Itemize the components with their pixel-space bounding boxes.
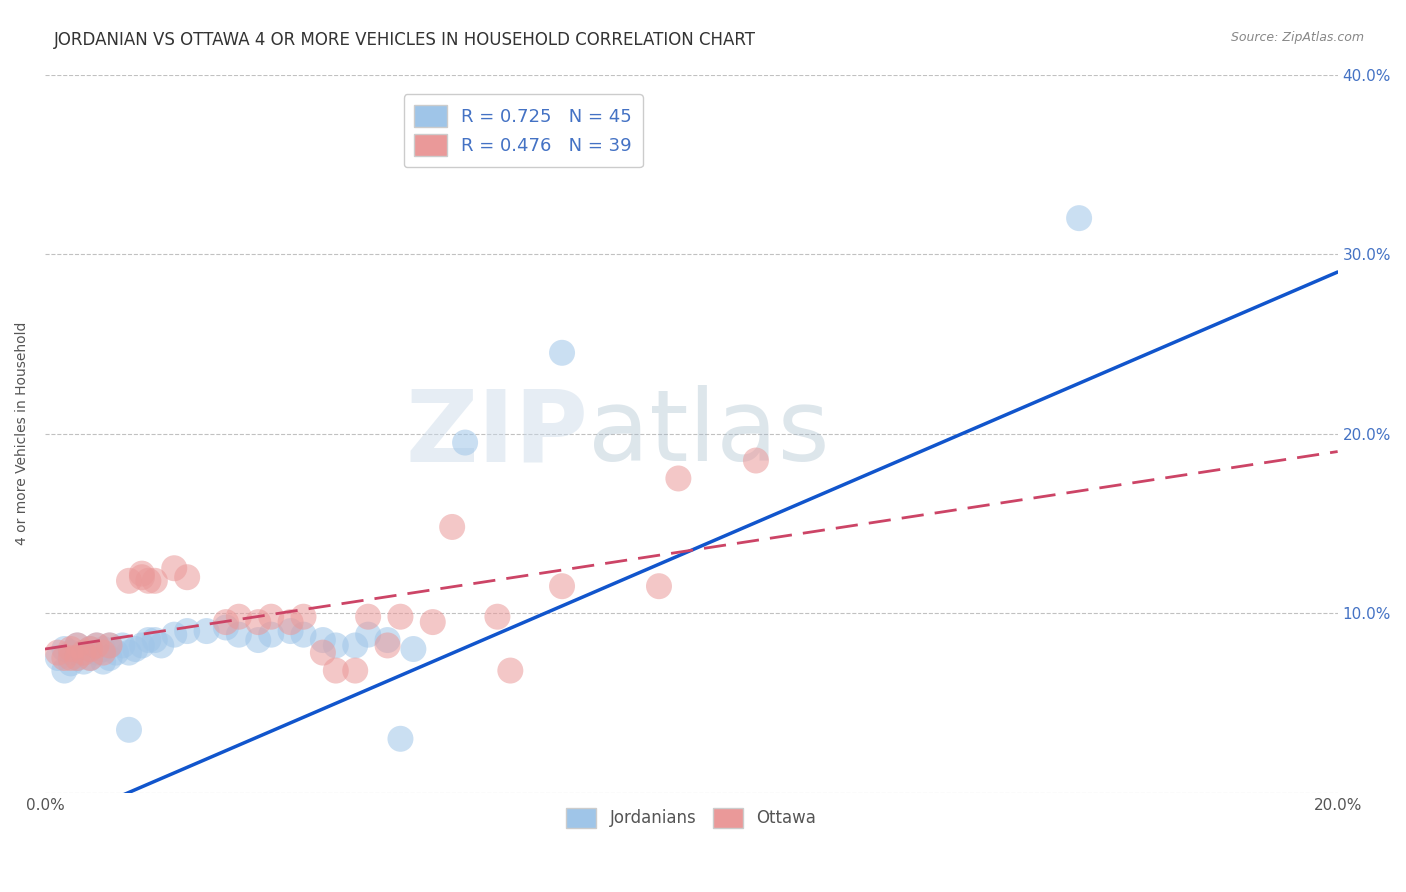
Text: atlas: atlas — [588, 385, 830, 482]
Point — [163, 628, 186, 642]
Text: Source: ZipAtlas.com: Source: ZipAtlas.com — [1230, 31, 1364, 45]
Point — [377, 639, 399, 653]
Point — [163, 561, 186, 575]
Point — [46, 646, 69, 660]
Point — [247, 615, 270, 629]
Point — [402, 642, 425, 657]
Point — [312, 633, 335, 648]
Point — [422, 615, 444, 629]
Point — [79, 651, 101, 665]
Point — [143, 633, 166, 648]
Point — [91, 642, 114, 657]
Point — [648, 579, 671, 593]
Point — [325, 664, 347, 678]
Point — [150, 639, 173, 653]
Point — [195, 624, 218, 638]
Point — [59, 646, 82, 660]
Point — [73, 646, 96, 660]
Point — [118, 574, 141, 588]
Point — [98, 639, 121, 653]
Point — [551, 579, 574, 593]
Point — [105, 646, 128, 660]
Point — [111, 639, 134, 653]
Point — [389, 731, 412, 746]
Point — [176, 624, 198, 638]
Point — [377, 633, 399, 648]
Point — [66, 651, 89, 665]
Point — [131, 570, 153, 584]
Y-axis label: 4 or more Vehicles in Household: 4 or more Vehicles in Household — [15, 322, 30, 545]
Point — [454, 435, 477, 450]
Point — [98, 639, 121, 653]
Point — [86, 639, 108, 653]
Point — [59, 651, 82, 665]
Point — [91, 655, 114, 669]
Point — [118, 723, 141, 737]
Point — [499, 664, 522, 678]
Point — [118, 646, 141, 660]
Point — [215, 615, 238, 629]
Point — [486, 609, 509, 624]
Point — [745, 453, 768, 467]
Point — [138, 574, 160, 588]
Point — [46, 651, 69, 665]
Point — [86, 646, 108, 660]
Legend: Jordanians, Ottawa: Jordanians, Ottawa — [560, 801, 823, 835]
Point — [131, 639, 153, 653]
Point — [53, 651, 76, 665]
Point — [176, 570, 198, 584]
Point — [666, 471, 689, 485]
Point — [344, 639, 367, 653]
Point — [79, 651, 101, 665]
Text: JORDANIAN VS OTTAWA 4 OR MORE VEHICLES IN HOUSEHOLD CORRELATION CHART: JORDANIAN VS OTTAWA 4 OR MORE VEHICLES I… — [53, 31, 755, 49]
Point — [1069, 211, 1091, 226]
Point — [73, 646, 96, 660]
Point — [357, 628, 380, 642]
Point — [325, 639, 347, 653]
Point — [59, 642, 82, 657]
Point — [98, 651, 121, 665]
Point — [292, 609, 315, 624]
Point — [124, 642, 146, 657]
Point — [312, 646, 335, 660]
Point — [59, 657, 82, 671]
Point — [280, 624, 302, 638]
Point — [292, 628, 315, 642]
Point — [260, 628, 283, 642]
Point — [66, 639, 89, 653]
Point — [53, 642, 76, 657]
Point — [86, 639, 108, 653]
Point — [53, 664, 76, 678]
Point — [228, 628, 250, 642]
Point — [73, 655, 96, 669]
Point — [247, 633, 270, 648]
Point — [215, 620, 238, 634]
Point — [228, 609, 250, 624]
Point — [389, 609, 412, 624]
Point — [280, 615, 302, 629]
Point — [441, 520, 464, 534]
Point — [66, 651, 89, 665]
Point — [138, 633, 160, 648]
Text: ZIP: ZIP — [405, 385, 588, 482]
Point — [143, 574, 166, 588]
Point — [66, 639, 89, 653]
Point — [260, 609, 283, 624]
Point — [79, 642, 101, 657]
Point — [131, 566, 153, 581]
Point — [357, 609, 380, 624]
Point — [79, 642, 101, 657]
Point — [91, 646, 114, 660]
Point — [344, 664, 367, 678]
Point — [551, 346, 574, 360]
